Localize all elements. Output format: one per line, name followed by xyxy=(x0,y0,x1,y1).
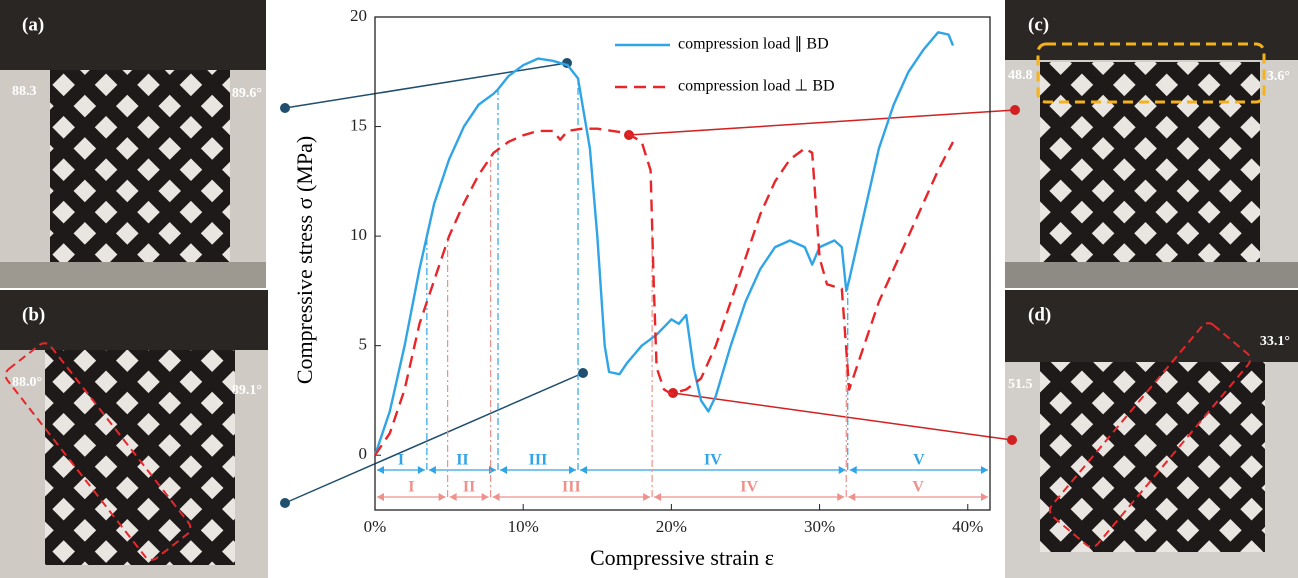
panel-tag: (d) xyxy=(1028,304,1051,325)
angle-label: 89.6° xyxy=(232,86,262,101)
region-label: IV xyxy=(704,452,722,469)
angle-label: 88.0° xyxy=(12,375,42,390)
panel-tag: (b) xyxy=(22,304,45,325)
angle-label: 48.8 xyxy=(1008,68,1033,83)
region-label: III xyxy=(562,479,581,496)
y-tick-label: 10 xyxy=(350,225,367,244)
y-tick-label: 5 xyxy=(359,335,368,354)
x-tick-label: 30% xyxy=(804,517,835,536)
region-label: II xyxy=(456,452,468,469)
angle-label: 3.6° xyxy=(1267,69,1290,84)
x-tick-label: 40% xyxy=(952,517,983,536)
photo-d xyxy=(1005,290,1298,578)
panel-tag: (c) xyxy=(1028,14,1049,35)
region-label: I xyxy=(408,479,414,496)
x-axis-label: Compressive strain ε xyxy=(590,545,774,570)
photo-c xyxy=(1005,0,1298,288)
angle-label: 89.1° xyxy=(232,383,262,398)
y-tick-label: 0 xyxy=(359,444,368,463)
legend-label: compression load ∥ BD xyxy=(678,36,829,53)
region-label: IV xyxy=(740,479,758,496)
x-tick-label: 10% xyxy=(508,517,539,536)
photo-b xyxy=(0,290,268,578)
angle-label: 88.3 xyxy=(12,84,37,99)
connectors xyxy=(280,58,1020,508)
region-label: III xyxy=(529,452,548,469)
angle-label: 33.1° xyxy=(1260,334,1290,349)
x-tick-label: 20% xyxy=(656,517,687,536)
y-tick-label: 20 xyxy=(350,6,367,25)
angle-label: 51.5 xyxy=(1008,377,1033,392)
y-tick-label: 15 xyxy=(350,115,367,134)
line xyxy=(373,31,955,456)
panel-tag: (a) xyxy=(22,14,44,35)
region-label: V xyxy=(913,452,925,469)
region-label: V xyxy=(912,479,924,496)
line xyxy=(374,127,955,456)
arrow-head xyxy=(428,466,496,474)
photo-a xyxy=(0,0,266,288)
plot-frame xyxy=(374,16,991,511)
y-axis-label: Compressive stress σ (MPa) xyxy=(292,136,317,384)
region-label: II xyxy=(463,479,475,496)
arrow-head xyxy=(377,493,446,501)
x-tick-label: 0% xyxy=(364,517,387,536)
legend-label: compression load ⊥ BD xyxy=(678,78,835,95)
region-label: I xyxy=(398,452,404,469)
